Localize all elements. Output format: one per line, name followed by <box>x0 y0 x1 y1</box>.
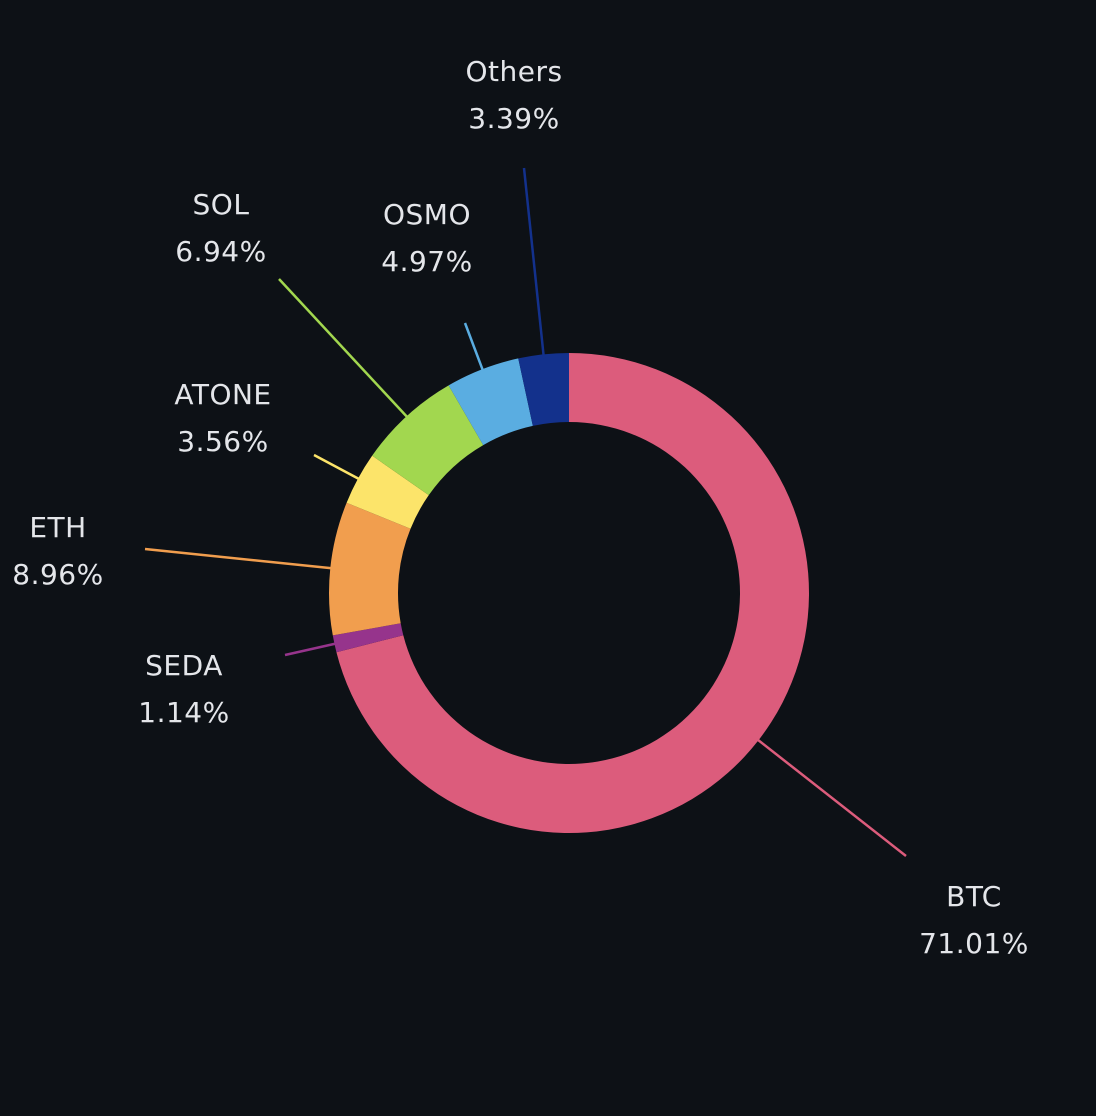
slice-label-atone: ATONE <box>174 378 271 411</box>
slice-label-btc: BTC <box>946 880 1002 913</box>
slice-labels: BTC 71.01% SEDA 1.14% ETH 8.96% ATONE 3.56% SOL 6… <box>12 55 1029 960</box>
slice-label-others: Others <box>465 55 562 88</box>
slice-percent-btc: 71.01% <box>919 927 1029 960</box>
slice-eth <box>329 502 411 636</box>
donut-slices <box>329 353 809 833</box>
slice-btc <box>336 353 809 833</box>
slice-sol <box>372 385 484 496</box>
leader-line-atone <box>313 453 363 482</box>
slice-percent-osmo: 4.97% <box>381 245 472 278</box>
slice-seda <box>332 623 404 653</box>
slice-percent-sol: 6.94% <box>175 235 266 268</box>
slice-label-osmo: OSMO <box>383 198 471 231</box>
leader-line-sol <box>278 278 411 421</box>
leader-line-others <box>522 167 546 359</box>
leader-line-osmo <box>463 322 485 374</box>
slice-label-seda: SEDA <box>145 649 223 682</box>
slice-percent-seda: 1.14% <box>138 696 229 729</box>
slice-percent-others: 3.39% <box>468 102 559 135</box>
slice-percent-eth: 8.96% <box>12 558 103 591</box>
leader-line-btc <box>754 736 907 857</box>
slice-percent-atone: 3.56% <box>177 425 268 458</box>
slice-others <box>518 353 569 426</box>
slice-label-eth: ETH <box>29 511 86 544</box>
leader-line-seda <box>284 641 339 657</box>
slice-osmo <box>448 358 533 446</box>
slice-label-sol: SOL <box>193 188 250 221</box>
leader-line-eth <box>144 547 335 570</box>
leader-lines <box>144 167 907 857</box>
slice-atone <box>346 455 429 529</box>
